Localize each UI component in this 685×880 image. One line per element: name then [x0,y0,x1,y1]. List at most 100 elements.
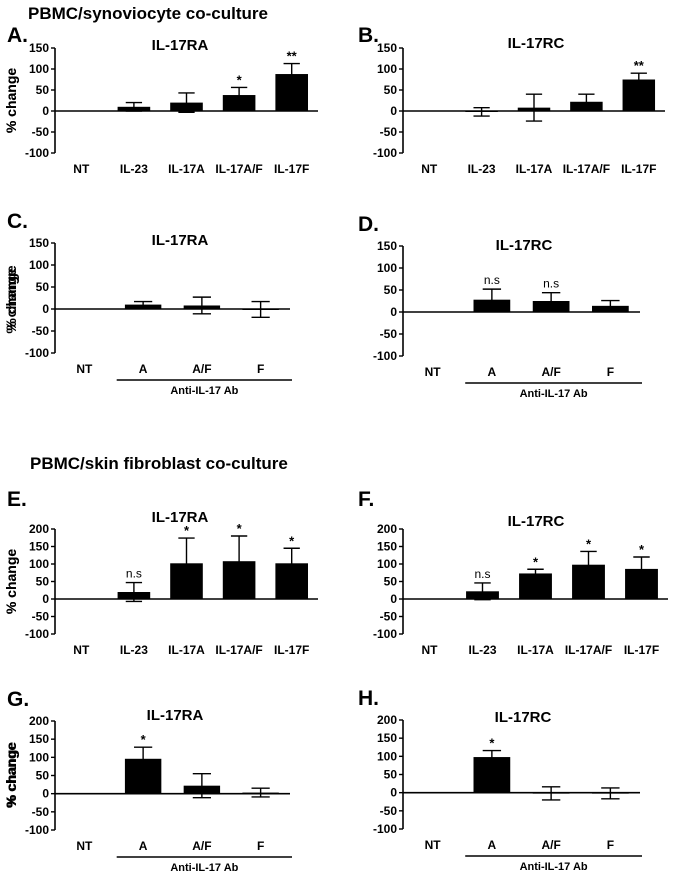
y-tick-label: 100 [29,557,49,571]
y-tick-label: 200 [377,713,397,727]
chart-panel-5: E. IL-17RA % change -100 -50 0 50 100 150 200 NT n.… [3,488,318,657]
y-tick-label: 150 [29,732,49,746]
x-tick-label: IL-17A/F [215,643,262,657]
y-tick-label: -50 [380,327,398,341]
x-tick-label: F [257,839,264,853]
y-axis-label: % change [3,268,19,334]
significance-label: n.s [543,277,559,291]
y-tick-label: 50 [384,83,398,97]
y-tick-label: -100 [373,146,397,160]
x-tick-label: IL-17A [516,162,553,176]
panels: A. IL-17RA % change -100 -50 0 50 100 150 NT IL-23… [3,24,668,874]
panel-title: IL-17RC [508,513,565,530]
y-tick-label: -100 [373,822,397,836]
chart-panel-2: B. IL-17RC % change -100 -50 0 50 100 150 NT IL-23… [3,24,665,176]
y-tick-label: -100 [25,823,49,837]
section-title-fibroblast: PBMC/skin fibroblast co-culture [30,454,288,473]
y-tick-label: -100 [25,146,49,160]
chart-panel-4: D. IL-17RC % change -100 -50 0 50 100 150 NT n.s An… [3,213,642,400]
y-tick-label: 50 [384,283,398,297]
y-tick-label: -100 [25,627,49,641]
x-tick-label: NT [73,643,90,657]
x-tick-label: IL-23 [468,643,496,657]
panel-letter: B. [358,24,379,47]
x-tick-label: NT [425,365,442,379]
y-tick-label: -50 [32,610,50,624]
significance-label: * [533,554,539,569]
y-tick-label: 150 [29,41,49,55]
chart-panel-6: F. IL-17RC % change -100 -50 0 50 100 150 200 NT n.… [3,488,668,657]
y-tick-label: 100 [377,557,397,571]
panel-title: IL-17RA [152,37,209,54]
y-tick-label: 150 [377,239,397,253]
y-tick-label: 200 [29,522,49,536]
section-title-synoviocyte: PBMC/synoviocyte co-culture [28,4,268,23]
y-tick-label: 100 [29,258,49,272]
y-tick-label: -100 [25,346,49,360]
y-axis-label: % change [3,742,19,808]
y-axis-label: % change [3,743,19,809]
y-axis-label: % change [3,68,19,134]
x-tick-label: F [607,365,614,379]
y-tick-label: 0 [390,592,397,606]
y-tick-label: -50 [32,805,50,819]
y-tick-label: 0 [42,592,49,606]
x-tick-label: IL-17A [517,643,554,657]
x-tick-label: IL-23 [120,643,148,657]
y-tick-label: 100 [29,750,49,764]
significance-label: * [237,72,243,87]
y-tick-label: 0 [42,787,49,801]
x-tick-label: IL-17A/F [215,162,262,176]
x-tick-label: IL-17F [274,643,309,657]
y-axis-label: % change [3,549,19,615]
significance-label: * [489,736,495,751]
x-tick-label: F [607,838,614,852]
y-axis-label: % change [3,68,19,134]
panel-letter: E. [7,488,27,511]
group-label: Anti-IL-17 Ab [520,861,588,873]
y-tick-label: -50 [380,125,398,139]
panel-letter: C. [7,210,28,233]
x-tick-label: IL-17A/F [563,162,610,176]
significance-label: * [289,533,295,548]
y-tick-label: 0 [42,302,49,316]
y-tick-label: 150 [377,540,397,554]
y-tick-label: 0 [42,104,49,118]
significance-label: * [184,523,190,538]
x-tick-label: IL-17F [621,162,656,176]
chart-panel-1: A. IL-17RA % change -100 -50 0 50 100 150 NT IL-23… [3,24,318,176]
x-tick-label: A/F [541,838,560,852]
y-tick-label: 150 [29,236,49,250]
panel-letter: H. [358,687,379,710]
significance-label: n.s [474,567,490,581]
y-tick-label: 200 [377,522,397,536]
y-tick-label: 50 [36,769,50,783]
panel-letter: D. [358,213,379,236]
panel-letter: G. [7,688,29,711]
y-tick-label: 50 [384,768,398,782]
x-tick-label: A/F [192,362,211,376]
x-tick-label: NT [422,643,439,657]
y-tick-label: 100 [29,62,49,76]
panel-title: IL-17RA [152,509,209,526]
x-tick-label: A [139,362,148,376]
x-tick-label: A/F [192,839,211,853]
x-tick-label: IL-17A [168,643,205,657]
panel-letter: A. [7,24,28,47]
x-tick-label: IL-23 [120,162,148,176]
x-tick-label: F [257,362,264,376]
chart-panel-8: H. IL-17RC % change -100 -50 0 50 100 150 200 NT * A… [3,687,642,873]
y-tick-label: 50 [36,575,50,589]
y-tick-label: 200 [29,714,49,728]
y-tick-label: 0 [390,305,397,319]
y-tick-label: 100 [377,62,397,76]
y-tick-label: 150 [377,41,397,55]
x-tick-label: NT [76,839,93,853]
x-tick-label: IL-17A [168,162,205,176]
x-tick-label: NT [76,362,93,376]
x-tick-label: IL-17F [274,162,309,176]
significance-label: ** [287,49,298,64]
y-tick-label: 150 [377,731,397,745]
x-tick-label: A [139,839,148,853]
